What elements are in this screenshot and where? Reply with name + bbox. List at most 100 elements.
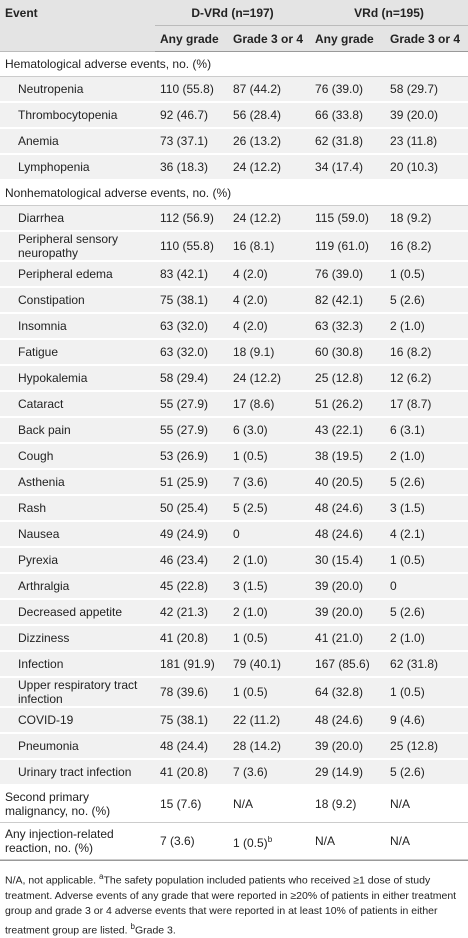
cell: 7 (3.6) (228, 469, 311, 496)
table-row: Pneumonia 48 (24.4) 28 (14.2) 39 (20.0) 25 (… (0, 733, 468, 760)
cell: 63 (32.0) (155, 313, 228, 340)
cell: 39 (20.0) (310, 599, 386, 626)
row-label: Cataract (0, 391, 155, 418)
row-label: Anemia (0, 128, 155, 155)
cell: 5 (2.6) (385, 287, 468, 314)
row-label: Infection (0, 651, 155, 678)
cell: 78 (39.6) (155, 677, 228, 708)
cell: 0 (385, 573, 468, 600)
cell: 2 (1.0) (228, 599, 311, 626)
cell: 17 (8.7) (385, 391, 468, 418)
table-row: Neutropenia 110 (55.8) 87 (44.2) 76 (39.0) 5… (0, 76, 468, 103)
cell: 4 (2.0) (228, 313, 311, 340)
cell: 110 (55.8) (155, 76, 228, 103)
cell: 41 (20.8) (155, 625, 228, 652)
subheader: Any grade (310, 25, 386, 52)
cell: N/A (385, 822, 468, 860)
cell: 75 (38.1) (155, 287, 228, 314)
cell: 43 (22.1) (310, 417, 386, 444)
cell: 18 (9.2) (385, 205, 468, 232)
header-row: Event D-VRd (n=197) VRd (n=195) (0, 0, 468, 52)
cell: 75 (38.1) (155, 707, 228, 734)
cell: 50 (25.4) (155, 495, 228, 522)
table-row: COVID-19 75 (38.1) 22 (11.2) 48 (24.6) 9 (4.… (0, 707, 468, 734)
cell: 115 (59.0) (310, 205, 386, 232)
table-row: Back pain 55 (27.9) 6 (3.0) 43 (22.1) 6 (3.1… (0, 417, 468, 444)
table-row: Nausea 49 (24.9) 0 48 (24.6) 4 (2.1) (0, 521, 468, 548)
cell: 29 (14.9) (310, 759, 386, 786)
cell: 41 (20.8) (155, 759, 228, 786)
cell: 24 (12.2) (228, 154, 311, 181)
cell: 5 (2.6) (385, 469, 468, 496)
table-row: Upper respiratory tract infection 78 (39.… (0, 677, 468, 708)
cell: N/A (310, 822, 386, 860)
cell: 15 (7.6) (155, 785, 228, 823)
table-row: Fatigue 63 (32.0) 18 (9.1) 60 (30.8) 16 (8.2… (0, 339, 468, 366)
cell: 25 (12.8) (385, 733, 468, 760)
cell: 53 (26.9) (155, 443, 228, 470)
cell: 20 (10.3) (385, 154, 468, 181)
cell: 55 (27.9) (155, 391, 228, 418)
cell: 48 (24.4) (155, 733, 228, 760)
row-label: Second primary malignancy, no. (%) (0, 785, 155, 823)
footnote-text: N/A, not applicable. (5, 874, 99, 887)
row-label: Lymphopenia (0, 154, 155, 181)
table-row: Thrombocytopenia 92 (46.7) 56 (28.4) 66 (33… (0, 102, 468, 129)
row-label: Pneumonia (0, 733, 155, 760)
cell: 1 (0.5) (385, 677, 468, 708)
cell: 23 (11.8) (385, 128, 468, 155)
cell: 45 (22.8) (155, 573, 228, 600)
subheader: Any grade (155, 25, 228, 52)
row-label: Peripheral edema (0, 261, 155, 288)
table-row: Pyrexia 46 (23.4) 2 (1.0) 30 (15.4) 1 (0.5) (0, 547, 468, 574)
cell: N/A (228, 785, 311, 823)
cell: 48 (24.6) (310, 521, 386, 548)
cell: 38 (19.5) (310, 443, 386, 470)
cell: 3 (1.5) (228, 573, 311, 600)
cell: 62 (31.8) (385, 651, 468, 678)
cell: 58 (29.4) (155, 365, 228, 392)
row-label: Neutropenia (0, 76, 155, 103)
cell: 51 (25.9) (155, 469, 228, 496)
cell: 64 (32.8) (310, 677, 386, 708)
table-row: Insomnia 63 (32.0) 4 (2.0) 63 (32.3) 2 (1.0) (0, 313, 468, 340)
cell: 36 (18.3) (155, 154, 228, 181)
cell: 7 (3.6) (228, 759, 311, 786)
table-row: Lymphopenia 36 (18.3) 24 (12.2) 34 (17.4) 20… (0, 154, 468, 181)
cell: 39 (20.0) (310, 733, 386, 760)
cell: 9 (4.6) (385, 707, 468, 734)
cell: 1 (0.5) (385, 547, 468, 574)
cell: 5 (2.6) (385, 599, 468, 626)
cell: 18 (9.2) (310, 785, 386, 823)
cell: 167 (85.6) (310, 651, 386, 678)
row-label: Back pain (0, 417, 155, 444)
cell: 16 (8.2) (385, 339, 468, 366)
table-row: Rash 50 (25.4) 5 (2.5) 48 (24.6) 3 (1.5) (0, 495, 468, 522)
section-row: Hematological adverse events, no. (%) (0, 51, 468, 77)
row-label: Peripheral sensory neuropathy (0, 231, 155, 262)
cell: 181 (91.9) (155, 651, 228, 678)
row-label: Cough (0, 443, 155, 470)
cell: 119 (61.0) (310, 231, 386, 262)
cell: 0 (228, 521, 311, 548)
footnote-mark: a (98, 872, 104, 881)
cell: 4 (2.0) (228, 287, 311, 314)
cell: 92 (46.7) (155, 102, 228, 129)
footnote-mark: b (130, 921, 135, 931)
row-label: Any injection-related reaction, no. (%) (0, 822, 155, 860)
section-title: Hematological adverse events, no. (%) (0, 51, 468, 77)
cell: 1 (0.5) (228, 443, 311, 470)
cell: 48 (24.6) (310, 707, 386, 734)
row-label: Dizziness (0, 625, 155, 652)
table-row: Infection 181 (91.9) 79 (40.1) 167 (85.6) 62… (0, 651, 468, 678)
cell-text: 1 (0.5) (233, 835, 268, 850)
cell: 40 (20.5) (310, 469, 386, 496)
cell: 5 (2.6) (385, 759, 468, 786)
cell: 39 (20.0) (310, 573, 386, 600)
row-label: Pyrexia (0, 547, 155, 574)
table-row: Cataract 55 (27.9) 17 (8.6) 51 (26.2) 17 (8.… (0, 391, 468, 418)
table-row: Decreased appetite 42 (21.3) 2 (1.0) 39 (20… (0, 599, 468, 626)
row-label: Rash (0, 495, 155, 522)
table-row: Arthralgia 45 (22.8) 3 (1.5) 39 (20.0) 0 (0, 573, 468, 600)
cell: 58 (29.7) (385, 76, 468, 103)
